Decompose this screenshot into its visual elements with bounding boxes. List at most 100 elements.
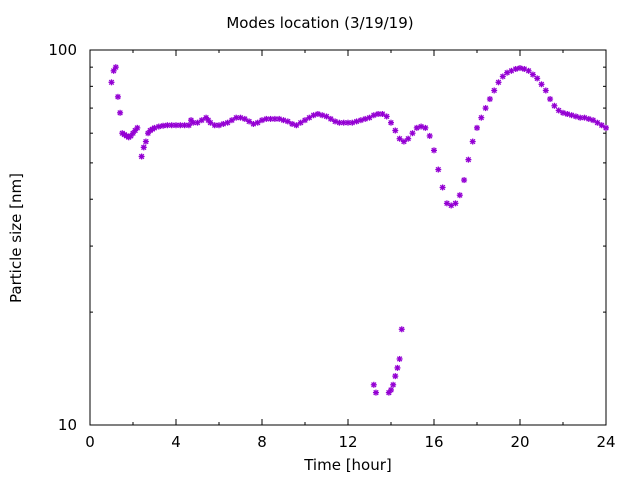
axis-ticks: 0 4 8 12 16 20 24 10 100 xyxy=(48,41,615,451)
data-point xyxy=(409,130,416,137)
data-point xyxy=(486,96,493,103)
data-point xyxy=(246,118,253,125)
data-point xyxy=(112,64,119,71)
data-point xyxy=(280,117,287,124)
data-point xyxy=(529,71,536,78)
data-point xyxy=(117,109,124,116)
data-point xyxy=(452,200,459,207)
data-point xyxy=(349,119,356,126)
chart-title: Modes location (3/19/19) xyxy=(226,14,414,32)
data-point xyxy=(564,111,571,118)
data-point xyxy=(388,386,394,393)
data-point xyxy=(353,118,360,125)
data-point xyxy=(400,138,407,145)
data-point xyxy=(306,114,313,121)
data-point xyxy=(372,389,379,396)
data-point xyxy=(319,112,326,119)
data-point xyxy=(185,122,192,129)
data-point xyxy=(224,119,231,126)
data-point xyxy=(405,135,412,142)
data-point xyxy=(512,65,519,72)
data-point xyxy=(138,153,145,160)
data-point xyxy=(357,117,364,124)
data-point xyxy=(456,192,463,199)
data-point xyxy=(241,115,248,122)
data-point xyxy=(534,75,541,82)
data-point xyxy=(366,114,373,121)
data-point xyxy=(323,113,330,120)
data-point xyxy=(379,111,386,118)
data-point xyxy=(293,122,300,129)
data-point xyxy=(555,107,562,114)
data-point xyxy=(370,381,377,388)
data-point xyxy=(398,326,405,333)
data-point xyxy=(155,123,162,130)
data-point xyxy=(276,115,283,122)
data-point xyxy=(542,87,549,94)
data-point xyxy=(302,117,308,124)
data-point xyxy=(499,73,506,80)
data-points xyxy=(108,64,609,396)
data-point xyxy=(336,119,343,126)
y-tick-label: 10 xyxy=(58,416,77,434)
data-point xyxy=(250,120,257,127)
data-point xyxy=(198,117,205,124)
data-point xyxy=(332,118,339,125)
data-point xyxy=(297,119,304,126)
data-point xyxy=(392,127,399,134)
data-point xyxy=(314,111,321,118)
data-point xyxy=(362,115,369,122)
data-point xyxy=(590,117,597,124)
data-point xyxy=(572,113,579,120)
plot-frame xyxy=(89,49,607,426)
data-point xyxy=(390,381,397,388)
data-point xyxy=(517,65,523,72)
data-point xyxy=(560,109,566,116)
data-point xyxy=(207,119,214,126)
data-point xyxy=(551,102,558,109)
x-tick-label: 16 xyxy=(424,433,443,451)
data-point xyxy=(173,122,179,129)
data-point xyxy=(140,144,147,151)
data-point xyxy=(525,67,532,74)
data-point xyxy=(396,135,403,142)
data-point xyxy=(284,118,291,125)
data-point xyxy=(439,184,446,191)
data-point xyxy=(594,119,601,126)
data-point xyxy=(491,87,498,94)
x-tick-label: 8 xyxy=(257,433,267,451)
y-axis-label: Particle size [nm] xyxy=(7,173,25,303)
data-point xyxy=(422,124,429,131)
data-point xyxy=(114,93,121,100)
data-point xyxy=(396,355,403,362)
x-tick-label: 24 xyxy=(596,433,615,451)
data-point xyxy=(383,113,390,120)
data-point xyxy=(254,119,261,126)
data-point xyxy=(568,112,575,119)
data-point xyxy=(482,105,489,112)
data-point xyxy=(478,114,485,121)
data-point xyxy=(585,115,592,122)
y-tick-label: 100 xyxy=(48,41,77,59)
x-tick-label: 20 xyxy=(510,433,529,451)
x-tick-label: 4 xyxy=(171,433,181,451)
data-point xyxy=(194,119,201,126)
data-point xyxy=(392,373,399,380)
data-point xyxy=(327,115,334,122)
data-point xyxy=(495,79,502,86)
data-point xyxy=(598,122,605,129)
data-point xyxy=(267,115,274,122)
data-point xyxy=(431,147,437,154)
x-axis-label: Time [hour] xyxy=(304,456,392,474)
data-point xyxy=(108,79,115,86)
data-point xyxy=(228,117,235,124)
data-point xyxy=(263,115,270,122)
data-point xyxy=(310,112,317,119)
data-point xyxy=(237,114,244,121)
data-point xyxy=(168,122,175,129)
data-point xyxy=(259,117,265,124)
data-point xyxy=(134,124,141,131)
data-point xyxy=(581,114,588,121)
data-point xyxy=(216,122,222,129)
